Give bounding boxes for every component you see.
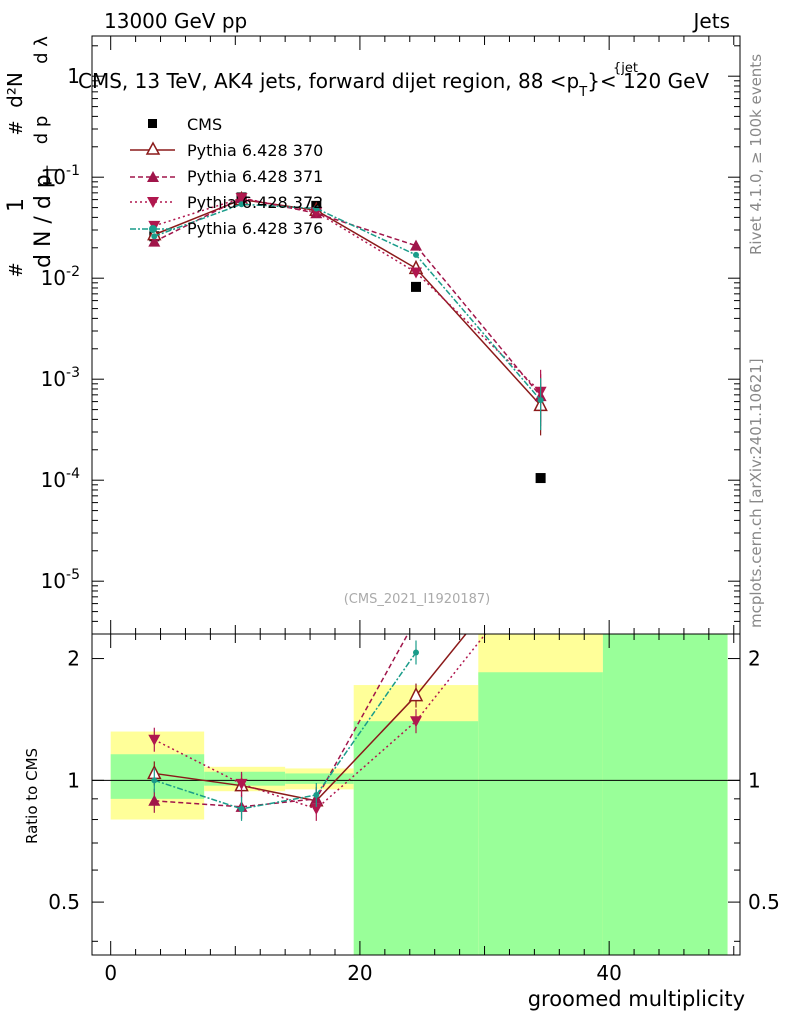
ratio-2-point-3: [410, 716, 422, 728]
main-ytick-base-5: 1: [67, 64, 80, 88]
main-ytick-base-2: 10: [41, 367, 66, 391]
main-ytick-base-0: 10: [41, 569, 66, 593]
ratio-ytick-label-right-1: 1: [748, 768, 761, 792]
analysis-id: (CMS_2021_I1920187): [344, 592, 491, 607]
ratio-2-point-0: [148, 734, 161, 746]
ratio-3-point-1: [238, 805, 245, 812]
main-ytick-label-2: 10-3: [41, 365, 80, 391]
ylabel-denominator: d N / d pT: [31, 165, 61, 268]
ylabel-d2n: d²N: [3, 72, 27, 108]
legend-label-370: Pythia 6.428 370: [187, 141, 323, 160]
ratio-ylabel: Ratio to CMS: [23, 748, 41, 844]
legend-label-376: Pythia 6.428 376: [187, 219, 323, 238]
ratio-2-point-1: [235, 778, 248, 790]
ratio-band-green-3: [353, 721, 479, 955]
chart-title-superscript: {jet: [613, 61, 638, 76]
main-ytick-exp-0: -5: [66, 567, 80, 583]
ratio-3-point-0: [151, 777, 158, 784]
main-ytick-exp-3: -2: [66, 264, 80, 280]
legend-entry-376: Pythia 6.428 376: [130, 219, 323, 238]
main-ytick-label-1: 10-4: [41, 466, 81, 492]
series-3-point-3: [410, 267, 422, 279]
series-4-point-3: [413, 251, 419, 258]
ratio-3-point-2: [313, 791, 320, 798]
ylabel-one: 1: [4, 198, 29, 212]
series-2-point-0: [148, 235, 161, 247]
x-tick-label-0: 0: [104, 961, 117, 985]
legend-entry-372: Pythia 6.428 372: [130, 193, 323, 212]
legend-marker-376: [149, 225, 157, 233]
series-4-point-0: [151, 233, 158, 240]
main-ytick-base-1: 10: [41, 468, 66, 492]
cms-point-3: [411, 281, 421, 292]
ratio-series-3: [151, 640, 419, 821]
main-ytick-label-4: 10-1: [41, 163, 80, 189]
ratio-band-green-5: [602, 634, 728, 955]
ylabel-hash-top: #: [6, 120, 27, 135]
main-ytick-base-3: 10: [41, 266, 66, 290]
legend-label-cms: CMS: [187, 115, 222, 134]
ratio-ytick-label-left-1: 1: [67, 768, 80, 792]
legend-entry-370: Pythia 6.428 370: [130, 141, 323, 160]
ratio-1-point-0: [148, 794, 161, 806]
legend-marker-371: [147, 171, 159, 182]
ratio-band-green-1: [204, 771, 286, 786]
series-3-point-1: [235, 193, 248, 205]
ylabel-dlambda: d λ: [31, 36, 52, 64]
legend-marker-370: [145, 141, 161, 155]
ylabel-hash-left: #: [6, 262, 27, 277]
x-tick-label-1: 20: [347, 961, 372, 985]
ratio-2-point-2: [310, 803, 323, 815]
series-4-point-1: [238, 201, 245, 208]
series-4-point-4: [537, 397, 544, 404]
main-ytick-base-4: 10: [41, 165, 66, 189]
series-line-3: [154, 197, 542, 393]
ratio-line-3: [154, 652, 417, 810]
ratio-ytick-label-left-0: 0.5: [48, 890, 80, 914]
ratio-3-point-3: [413, 649, 419, 656]
energy-label: 13000 GeV pp: [104, 9, 247, 33]
main-ytick-exp-2: -3: [66, 365, 80, 381]
chart-title: CMS, 13 TeV, AK4 jets, forward dijet reg…: [78, 69, 709, 100]
ratio-0-point-3: [408, 686, 424, 702]
series-line-4: [154, 203, 542, 401]
legend-label-371: Pythia 6.428 371: [187, 167, 323, 186]
ylabel-dpt: d p: [31, 116, 52, 145]
cms-point-4: [535, 473, 546, 484]
main-ytick-label-3: 10-2: [41, 264, 80, 290]
legend-marker-372: [147, 197, 159, 208]
legend-entry-371: Pythia 6.428 371: [130, 167, 323, 186]
main-ytick-label-0: 10-5: [41, 567, 80, 593]
ratio-ytick-label-right-2: 2: [748, 647, 761, 671]
ratio-ytick-label-left-2: 2: [67, 647, 80, 671]
rivet-label: Rivet 4.1.0, ≥ 100k events: [747, 54, 765, 255]
category-label: Jets: [692, 9, 730, 33]
series-2-point-3: [410, 239, 422, 251]
main-ytick-exp-1: -4: [66, 466, 80, 482]
main-ytick-exp-4: -1: [66, 163, 80, 179]
x-axis-label: groomed multiplicity: [528, 987, 745, 1011]
series-4: [151, 201, 544, 431]
main-ytick-label-5: 1: [67, 64, 80, 88]
main-ylabel: 1 d N / d pT # d²N # d p d λ: [3, 36, 61, 278]
x-tick-label-2: 40: [596, 961, 621, 985]
ratio-ytick-label-right-0: 0.5: [748, 890, 780, 914]
mcplots-label: mcplots.cern.ch [arXiv:2401.10621]: [747, 358, 765, 628]
series-4-point-2: [313, 205, 320, 212]
ratio-band-green-4: [478, 672, 603, 955]
legend-entry-cms: CMS: [148, 115, 222, 134]
ratio-frame: [91, 633, 741, 956]
legend-label-372: Pythia 6.428 372: [187, 193, 323, 212]
legend: CMS Pythia 6.428 370 Pythia 6.428 371 Py…: [130, 115, 323, 238]
series-line-2: [153, 197, 542, 397]
ratio-band-green-2: [285, 773, 354, 784]
legend-marker-cms: [148, 119, 157, 128]
